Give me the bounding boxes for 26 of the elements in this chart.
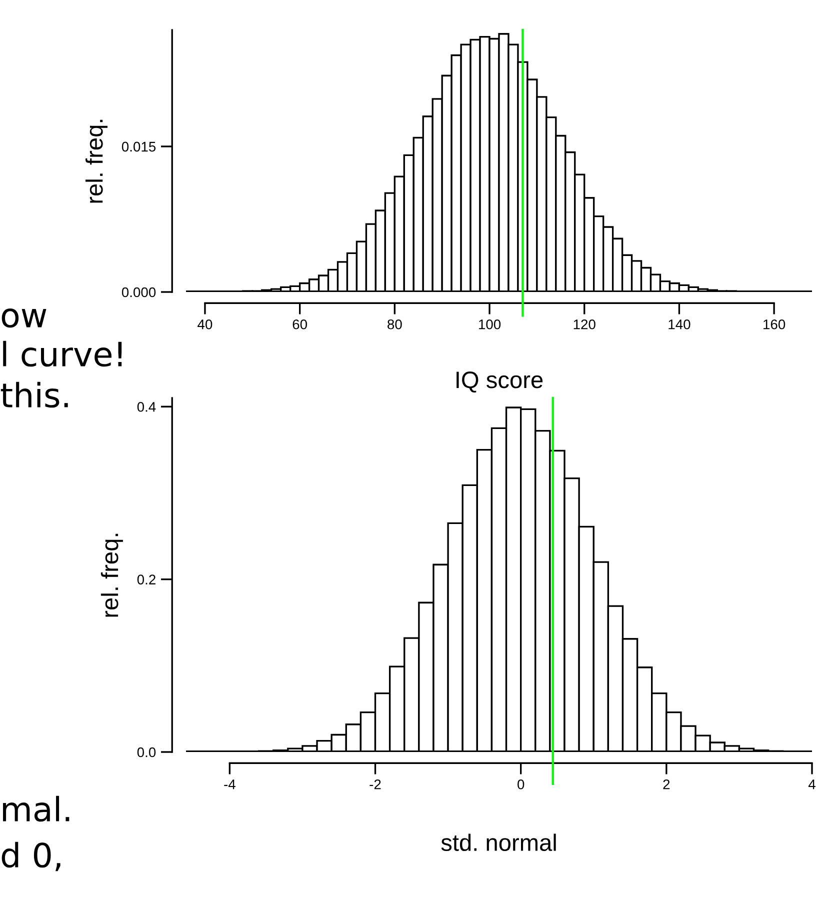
text: mal. (3, 796, 70, 822)
x-tick-label: 80 (388, 319, 402, 330)
text: ow (2, 308, 46, 328)
x-tick-label: 0 (518, 779, 524, 790)
x-tick-label: 140 (668, 319, 690, 330)
y-tick-label: 0.000 (122, 287, 156, 298)
x-tick-label: 120 (574, 319, 596, 330)
text: d 0, (2, 842, 60, 872)
y-tick-label: 0.2 (137, 574, 156, 584)
y-tick-label: 0.4 (137, 402, 156, 412)
y-axis-title: rel. freq. (100, 534, 123, 617)
x-tick-label: 100 (478, 319, 501, 330)
x-tick-label: -4 (224, 780, 236, 790)
text: l curve! (3, 340, 122, 367)
x-tick-label: 60 (292, 319, 307, 330)
x-axis-title: std. normal (441, 834, 556, 852)
y-axis-title: rel. freq. (85, 120, 108, 203)
x-tick-label: 4 (808, 780, 816, 790)
text: this. (0, 382, 68, 408)
x-axis-title: IQ score (456, 372, 543, 392)
x-tick-label: 160 (764, 319, 786, 330)
x-tick-label: 40 (198, 319, 212, 330)
y-tick-label: 0.015 (122, 142, 156, 152)
x-tick-label: -2 (370, 779, 381, 790)
x-tick-label: 2 (663, 779, 670, 790)
y-tick-label: 0.0 (137, 747, 156, 758)
